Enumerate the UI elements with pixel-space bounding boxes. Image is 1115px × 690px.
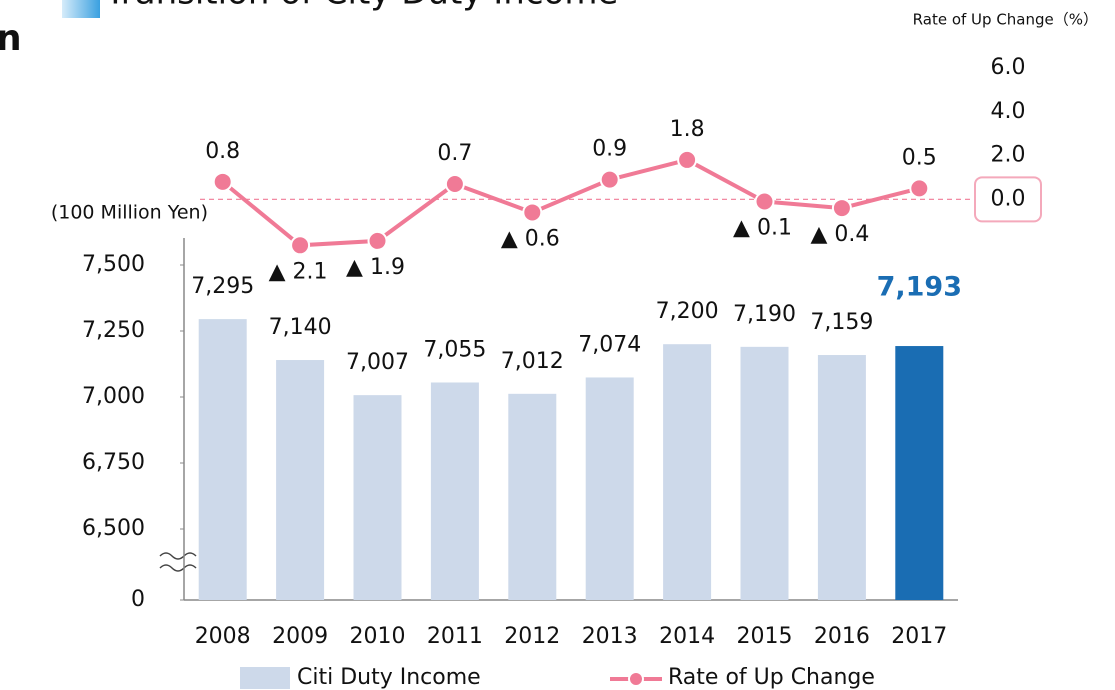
rate-point <box>212 171 233 192</box>
chart-title: Transition of City Duty Income <box>104 0 618 13</box>
title-icon <box>62 0 100 18</box>
bar-value-label: 7,200 <box>656 299 719 324</box>
bar-value-label: 7,007 <box>346 350 409 375</box>
legend-label: Citi Duty Income <box>297 665 481 690</box>
x-tick-label: 2016 <box>814 624 870 649</box>
bar <box>663 344 712 600</box>
rate-line <box>221 157 920 248</box>
rate-point <box>522 202 543 223</box>
legend-dot <box>628 671 644 687</box>
x-tick-label: 2008 <box>195 624 251 649</box>
bar <box>198 319 247 600</box>
x-tick-label: 2009 <box>272 624 328 649</box>
rate-value-label: 0.5 <box>902 145 937 170</box>
legend-swatch <box>240 667 290 689</box>
rate-value-label: 1.8 <box>670 117 705 142</box>
rate-value-label: 0.7 <box>437 141 472 166</box>
bar <box>276 360 325 600</box>
y2-tick-label: 4.0 <box>991 99 1026 124</box>
rate-value-label: ▲ 2.1 <box>269 259 328 284</box>
x-tick-label: 2014 <box>659 624 715 649</box>
zero-box <box>974 176 1042 223</box>
bar-value-label: 7,074 <box>578 332 641 357</box>
x-tick-label: 2010 <box>350 624 406 649</box>
y2-axis-label: Rate of Up Change（%） <box>913 11 1098 29</box>
x-tick-label: 2015 <box>737 624 793 649</box>
rate-value-label: ▲ 0.4 <box>810 222 869 247</box>
rate-value-label: ▲ 1.9 <box>346 255 405 280</box>
x-tick-label: 2012 <box>504 624 560 649</box>
bar-value-label: 7,012 <box>501 349 564 374</box>
rate-point <box>290 235 311 256</box>
axis-break <box>159 552 197 572</box>
x-tick-label: 2013 <box>582 624 638 649</box>
rate-value-label: ▲ 0.6 <box>501 226 560 251</box>
rate-point <box>599 169 620 190</box>
rate-point <box>367 230 388 251</box>
y-tick-label: 6,750 <box>82 450 145 475</box>
x-tick-label: 2011 <box>427 624 483 649</box>
rate-point <box>831 198 852 219</box>
rate-value-label: ▲ 0.1 <box>733 216 792 241</box>
bar-value-label: 7,055 <box>423 337 486 362</box>
rate-value-label: 0.9 <box>592 137 627 162</box>
bar <box>353 395 402 600</box>
bar <box>740 346 789 600</box>
rate-value-label: 0.8 <box>205 139 240 164</box>
bar <box>895 346 944 600</box>
y-tick-label: 0 <box>131 587 145 612</box>
rate-point <box>444 174 465 195</box>
y2-tick-label: 6.0 <box>991 55 1026 80</box>
rate-point <box>909 178 930 199</box>
y-tick-label: 6,500 <box>82 516 145 541</box>
y2-tick-label: 2.0 <box>991 143 1026 168</box>
x-tick-label: 2017 <box>891 624 947 649</box>
bar <box>430 382 479 600</box>
y2-tick-label: 0.0 <box>991 186 1026 211</box>
heading-fragment: n <box>0 18 22 59</box>
bar-value-label: 7,140 <box>269 315 332 340</box>
y-axis-label: (100 Million Yen) <box>51 202 208 224</box>
bar-value-label: 7,193 <box>877 272 962 303</box>
bar <box>508 393 557 600</box>
bar-value-label: 7,190 <box>733 302 796 327</box>
y-tick-label: 7,250 <box>82 318 145 343</box>
rate-point <box>677 149 698 170</box>
y-tick-label: 7,500 <box>82 252 145 277</box>
bar <box>817 355 866 600</box>
bar-value-label: 7,295 <box>191 274 254 299</box>
rate-point <box>754 191 775 212</box>
y-tick-label: 7,000 <box>82 384 145 409</box>
bar-value-label: 7,159 <box>810 310 873 335</box>
legend-label: Rate of Up Change <box>668 665 875 690</box>
bar <box>585 377 634 600</box>
